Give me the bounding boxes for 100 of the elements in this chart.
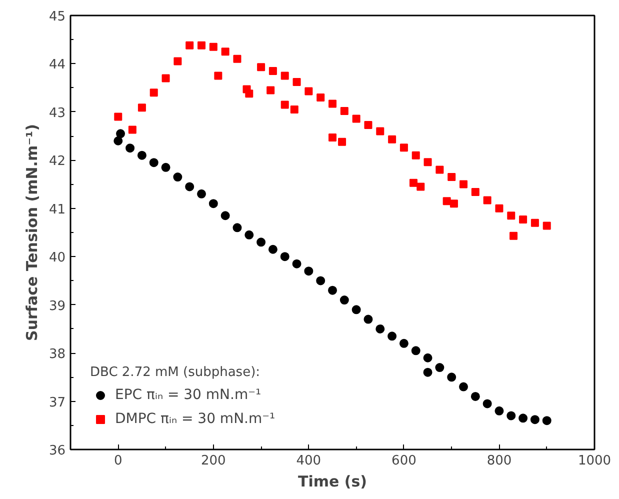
y-tick-label: 38 [48,347,66,362]
point [352,114,360,123]
y-tick-label: 41 [48,202,66,218]
point [376,324,385,334]
x-tick-label: 400 [296,454,322,468]
point [161,162,170,172]
point [364,120,372,129]
y-tick-label: 36 [48,444,66,458]
point [208,199,218,208]
point [338,138,346,146]
point [542,416,552,426]
point [138,104,146,112]
point [328,134,336,142]
point [530,218,539,227]
point [280,252,290,262]
point [185,182,194,192]
x-tick-label: 800 [486,454,512,468]
y-tick-label: 44 [48,58,66,73]
point [424,158,432,166]
legend-label: DMPC πᵢₙ = 30 mN.m⁻¹ [115,411,276,427]
point [245,90,254,98]
point [290,106,298,114]
point [304,266,314,276]
y-tick-label: 39 [48,298,66,314]
point [423,368,432,377]
point [186,41,194,50]
point [423,353,432,362]
point [316,93,325,102]
point [149,158,158,168]
point [435,363,444,372]
point [364,314,373,324]
x-tick-label: 1000 [578,454,612,468]
point [257,63,266,72]
point [280,100,289,109]
point [256,238,266,247]
point [232,223,242,232]
point [198,41,206,50]
point [530,415,540,424]
point [442,197,451,206]
point [197,189,206,198]
y-axis-title: Surface Tension (mN.m⁻¹) [22,124,41,341]
point [494,406,504,416]
point [447,372,456,382]
point [471,188,480,196]
point [116,129,126,138]
point [316,276,326,286]
point [280,72,289,80]
point [416,182,425,191]
x-tick-label: 0 [114,454,122,468]
point [233,54,242,63]
point [411,346,420,356]
point [340,296,349,305]
point [483,196,492,204]
point [304,87,313,96]
point [214,72,222,80]
point [459,382,468,392]
point [268,244,278,254]
y-tick-label: 42 [48,154,66,170]
legend-label: EPC πᵢₙ = 30 mN.m⁻¹ [115,387,262,403]
point [114,136,123,146]
point [126,144,135,153]
point [328,100,336,108]
x-tick-label: 200 [201,454,226,468]
point [292,259,302,268]
point [518,414,528,423]
point [209,42,218,51]
point [244,230,254,240]
y-tick-label: 37 [48,395,66,410]
point [495,204,504,212]
point [173,172,182,182]
point [388,332,397,341]
point [376,127,384,136]
point [220,211,230,220]
point [174,57,182,66]
point [519,215,528,224]
y-tick-label: 43 [48,106,66,121]
point [292,78,301,86]
point [399,338,408,348]
y-tick-label: 40 [48,250,66,266]
point [221,48,230,56]
point [507,212,516,220]
point [409,178,418,187]
point [482,399,492,408]
point [388,135,396,144]
point [114,112,122,121]
point [128,126,136,134]
point [352,305,361,314]
point [510,232,518,240]
legend-title: DBC 2.72 mM (subphase): [90,365,262,380]
point [266,86,275,94]
point [137,150,146,160]
point [506,411,516,420]
point [470,392,480,401]
point [400,144,408,152]
x-tick-label: 600 [392,454,416,468]
point [162,74,170,82]
point [412,151,420,160]
point [328,286,337,295]
point [460,180,468,188]
point [340,106,348,115]
